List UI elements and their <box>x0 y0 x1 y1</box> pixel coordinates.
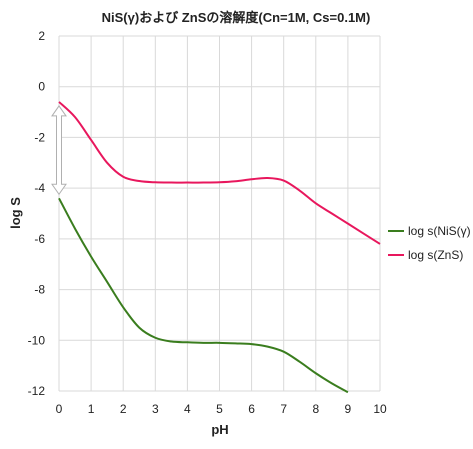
y-tick-label: -8 <box>34 283 45 297</box>
grid <box>58 35 381 392</box>
series-lines <box>58 101 381 394</box>
x-tick-label: 8 <box>312 402 319 416</box>
y-tick-label: 0 <box>38 80 45 94</box>
y-tick-label: -12 <box>28 384 46 398</box>
y-tick-labels: 2 0 -2 -4 -6 -8 -10 -12 <box>28 29 46 398</box>
x-tick-label: 0 <box>56 402 63 416</box>
x-tick-label: 6 <box>248 402 255 416</box>
double-arrow-annotation <box>51 105 67 196</box>
x-tick-label: 3 <box>152 402 159 416</box>
x-tick-label: 5 <box>216 402 223 416</box>
x-tick-label: 7 <box>280 402 287 416</box>
y-tick-label: -6 <box>34 232 45 246</box>
legend-label-zns: log s(ZnS) <box>408 248 463 262</box>
x-axis-label: pH <box>211 422 228 437</box>
legend: log s(NiS(γ) log s(ZnS) <box>388 224 471 262</box>
x-tick-label: 1 <box>88 402 95 416</box>
x-tick-labels: 0 1 2 3 4 5 6 7 8 9 10 <box>56 402 387 416</box>
y-axis-label: log S <box>8 197 23 229</box>
x-tick-label: 9 <box>345 402 352 416</box>
x-tick-label: 2 <box>120 402 127 416</box>
legend-label-nis: log s(NiS(γ) <box>408 224 471 238</box>
x-tick-label: 10 <box>373 402 387 416</box>
y-tick-label: -4 <box>34 181 45 195</box>
x-tick-label: 4 <box>184 402 191 416</box>
annotation <box>51 105 67 196</box>
y-tick-label: 2 <box>38 29 45 43</box>
y-tick-label: -10 <box>28 333 46 347</box>
series-line-nis <box>58 197 349 394</box>
series-line-zns <box>58 101 381 245</box>
y-tick-label: -2 <box>34 130 45 144</box>
chart-title: NiS(γ)および ZnSの溶解度(Cn=1M, Cs=0.1M) <box>102 10 371 25</box>
